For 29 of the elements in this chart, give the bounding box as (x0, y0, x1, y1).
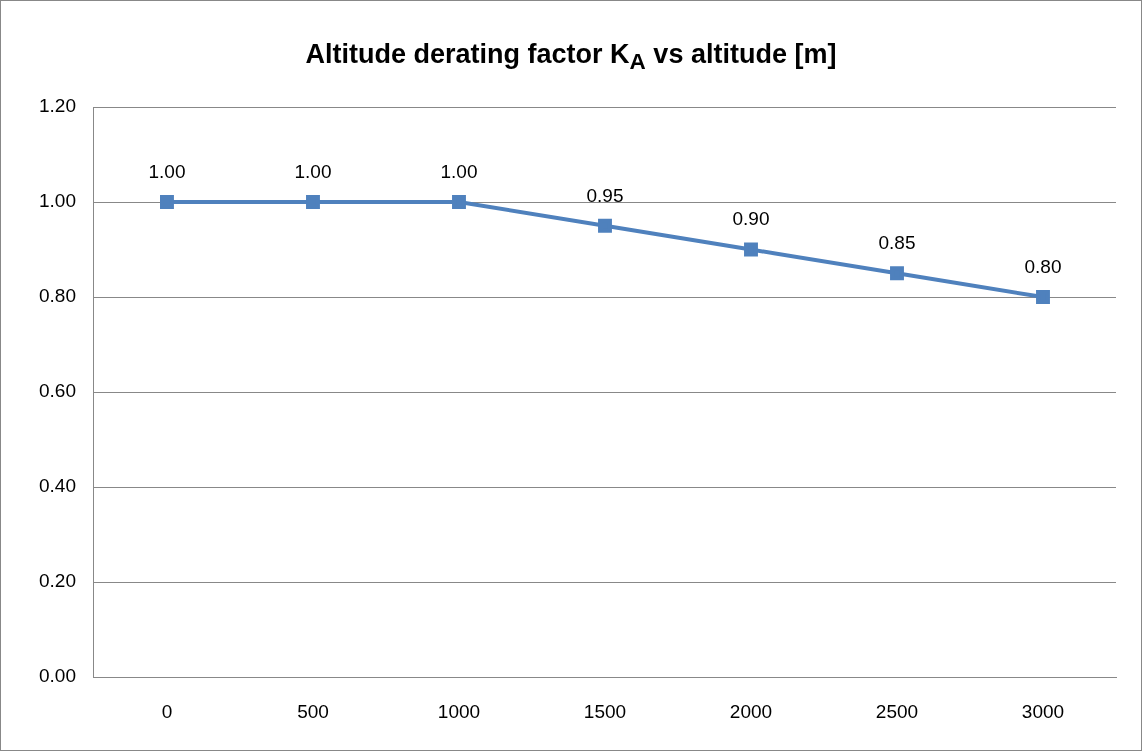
point (744, 242, 758, 257)
x-tick-label: 1000 (437, 700, 481, 722)
y-tick-label: 0.80 (39, 285, 76, 307)
x-tick-label: 500 (297, 700, 329, 722)
y-tick-label: 1.20 (39, 95, 76, 117)
y-tick-label: 0.60 (39, 380, 76, 402)
y-tick-label: 0.00 (39, 665, 76, 687)
point (598, 218, 612, 233)
y-tick-label: 0.40 (39, 475, 76, 497)
point (452, 195, 466, 209)
data-label: 0.85 (878, 232, 916, 254)
x-tick-label: 1500 (583, 700, 627, 722)
data-label: 0.95 (586, 184, 624, 206)
x-tick-label: 2000 (729, 700, 773, 722)
y-tick-label: 0.20 (39, 570, 76, 592)
chart-title: Altitude derating factor K$_{A}$ vs altitude [m] (304, 39, 838, 76)
x-tick-label: 3000 (1021, 700, 1065, 722)
data-label: 1.00 (294, 160, 332, 182)
data-label: 0.80 (1024, 255, 1062, 277)
point (1036, 290, 1050, 305)
point (306, 195, 320, 209)
data-label: 0.90 (732, 208, 770, 230)
data-label: 1.00 (440, 160, 478, 182)
y-tick-label: 1.00 (39, 190, 76, 212)
x-tick-label: 2500 (875, 700, 919, 722)
x-tick-label: 0 (161, 700, 173, 722)
point (160, 195, 174, 209)
point (890, 266, 904, 281)
data-label: 1.00 (148, 160, 186, 182)
